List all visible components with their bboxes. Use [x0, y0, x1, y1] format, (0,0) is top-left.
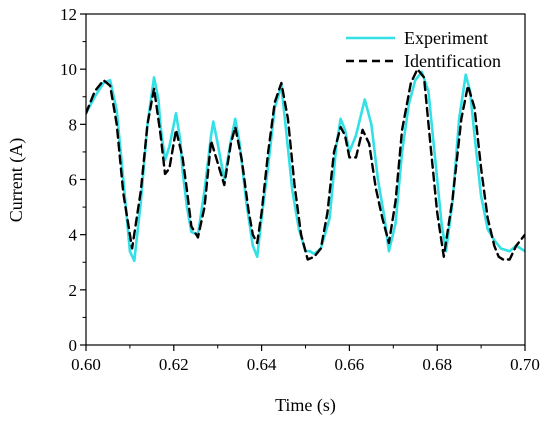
y-tick-label: 0 [69, 336, 78, 355]
x-tick-label: 0.68 [422, 355, 452, 374]
legend: Experiment Identification [346, 28, 501, 71]
x-tick-label: 0.70 [510, 355, 540, 374]
x-tick-label: 0.66 [335, 355, 365, 374]
x-tick-label: 0.62 [159, 355, 189, 374]
series-line-experiment [86, 70, 525, 263]
y-tick-label: 2 [69, 281, 78, 300]
x-tick-label: 0.60 [71, 355, 101, 374]
x-tick-label: 0.64 [247, 355, 277, 374]
y-tick-label: 8 [69, 115, 78, 134]
x-axis-label: Time (s) [275, 395, 336, 416]
y-tick-label: 10 [60, 60, 77, 79]
y-tick-label: 4 [69, 226, 78, 245]
legend-label-experiment: Experiment [404, 28, 488, 48]
legend-label-identification: Identification [404, 51, 501, 71]
series-line-identification [86, 67, 525, 261]
y-tick-label: 6 [69, 171, 78, 190]
y-axis-label: Current (A) [6, 138, 27, 222]
y-tick-label: 12 [60, 5, 77, 24]
